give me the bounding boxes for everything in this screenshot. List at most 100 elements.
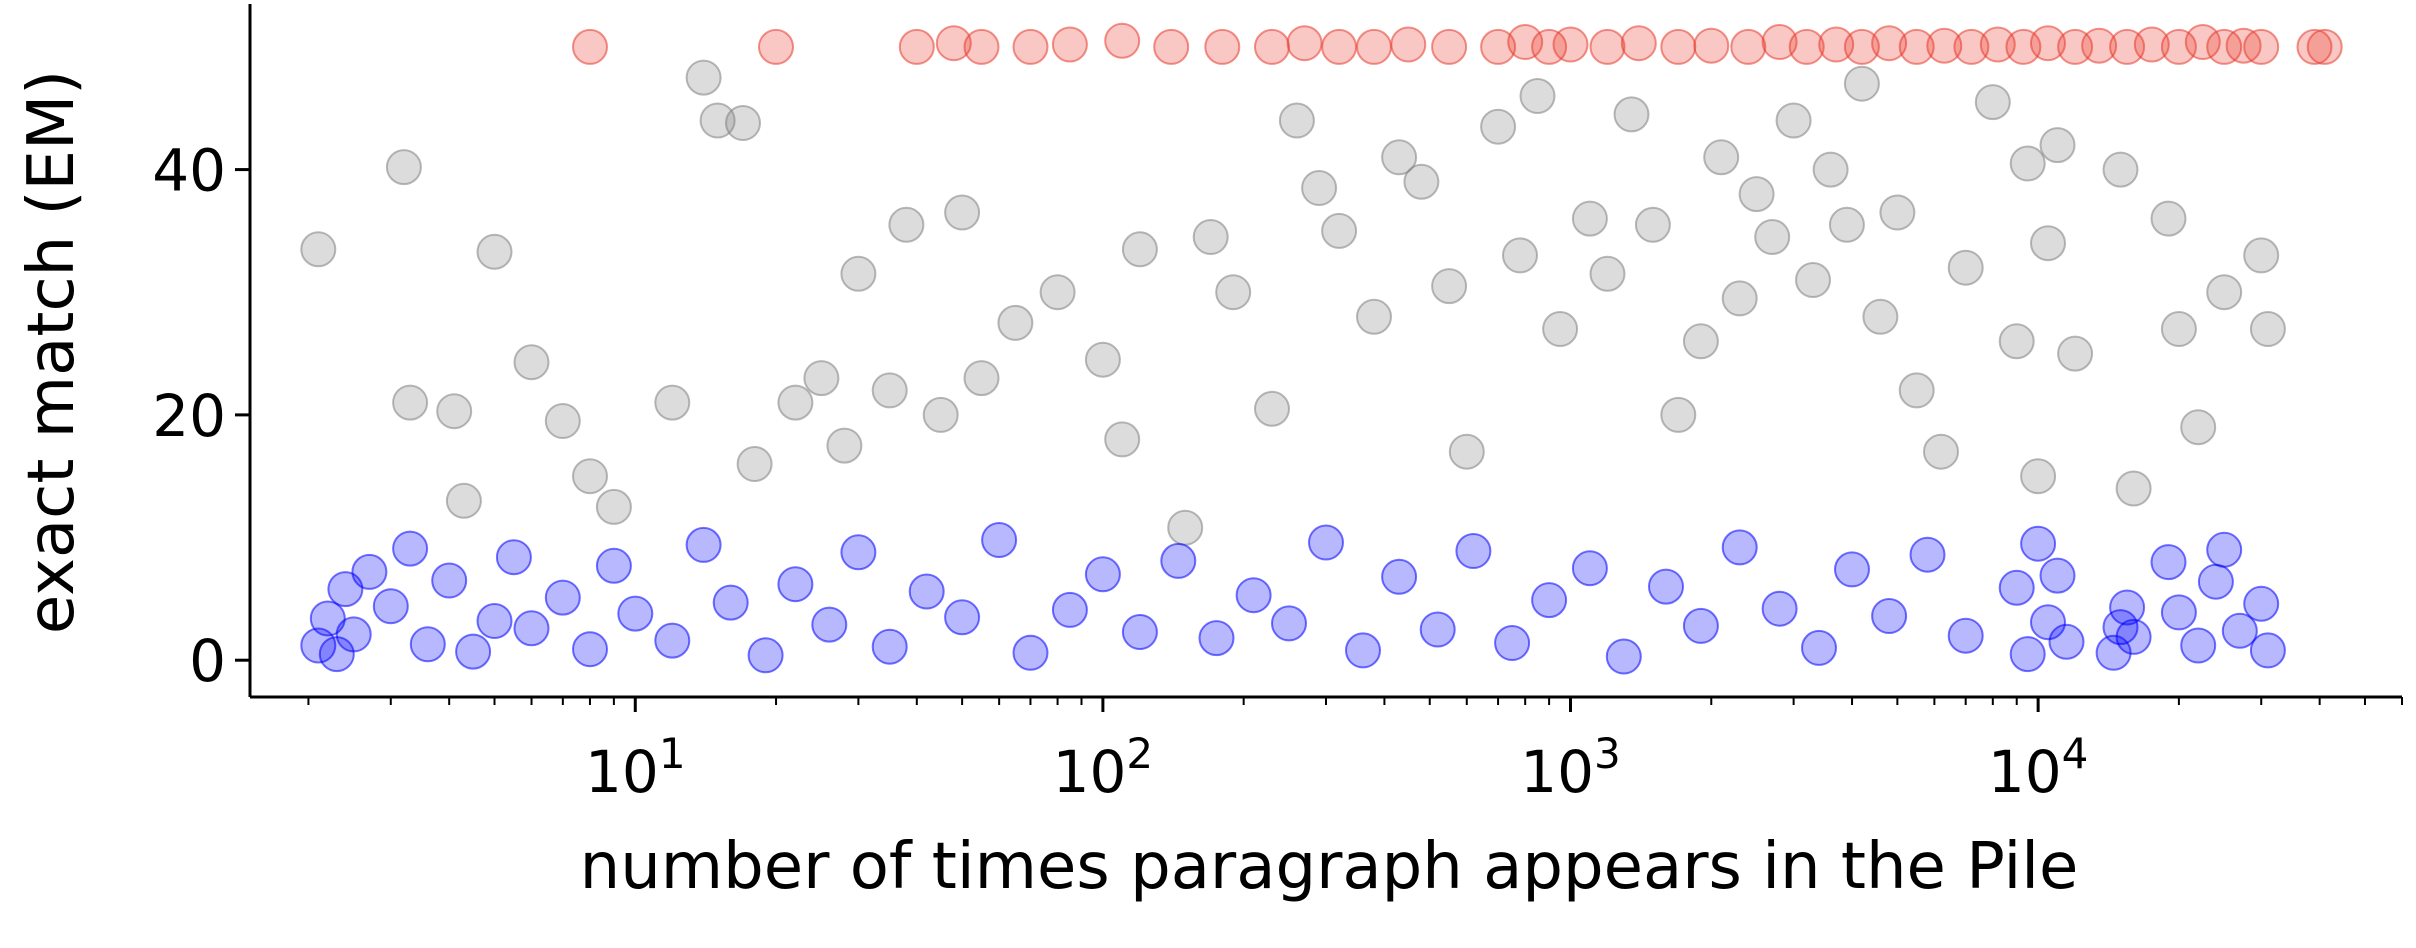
y-axis-title: exact match (EM) (15, 70, 89, 634)
low-em-marker (1198, 620, 1235, 657)
low-em-marker (908, 573, 945, 610)
high-em-marker (1204, 28, 1241, 65)
mid-em-marker (1519, 78, 1556, 114)
mid-em-marker (1660, 396, 1697, 433)
low-em-marker (2206, 531, 2243, 568)
low-em-marker (1271, 605, 1307, 642)
high-em-marker (1390, 26, 1427, 63)
low-em-marker (747, 637, 784, 674)
mid-em-marker (803, 360, 840, 397)
high-em-marker (1898, 28, 1935, 65)
mid-em-marker (1121, 231, 1158, 268)
mid-em-marker (572, 458, 608, 495)
high-em-marker (1926, 27, 1963, 64)
mid-em-marker (1812, 151, 1849, 188)
low-em-marker (685, 526, 722, 563)
low-em-marker (871, 628, 908, 665)
high-em-marker (1871, 25, 1908, 62)
mid-em-marker (1321, 212, 1358, 249)
high-em-marker (1660, 28, 1697, 65)
high-em-marker (935, 25, 972, 62)
mid-em-marker (1828, 206, 1865, 243)
mid-em-marker (888, 206, 925, 243)
high-em-marker (2030, 25, 2066, 62)
low-em-marker (2243, 585, 2280, 622)
mid-em-marker (544, 403, 581, 439)
mid-em-marker (1613, 96, 1650, 133)
low-em-marker (495, 539, 532, 576)
low-em-marker (1381, 558, 1418, 595)
mid-em-marker (2039, 127, 2076, 164)
mid-em-marker (2102, 151, 2139, 188)
low-em-markers (300, 522, 2286, 675)
high-em-marker (1730, 28, 1767, 65)
low-em-marker (840, 534, 877, 571)
mid-em-marker (1634, 206, 1671, 243)
low-em-marker (1871, 598, 1908, 634)
mid-em-marker (513, 344, 550, 381)
mid-em-marker (1703, 139, 1740, 176)
low-em-marker (1235, 577, 1272, 614)
mid-em-marker (1862, 298, 1899, 335)
high-em-marker (1480, 28, 1517, 65)
low-em-marker (654, 622, 691, 659)
x-tick-label: 101 (585, 729, 686, 806)
mid-em-marker (1923, 433, 1959, 470)
high-em-marker (2081, 27, 2118, 64)
low-em-marker (1051, 591, 1088, 628)
high-em-markers (572, 22, 2343, 65)
mid-em-marker (871, 372, 908, 409)
high-em-marker (1431, 28, 1468, 65)
low-em-marker (2150, 544, 2187, 581)
high-em-marker (2206, 28, 2243, 65)
mid-em-marker (922, 396, 959, 433)
mid-em-marker (1356, 298, 1392, 335)
high-em-marker (1051, 26, 1088, 63)
high-em-marker (1153, 28, 1190, 65)
mid-em-marker (1721, 280, 1758, 317)
mid-em-marker (2030, 225, 2066, 262)
low-em-marker (476, 603, 513, 639)
low-em-marker (455, 633, 492, 670)
mid-em-marker (1542, 311, 1579, 347)
mid-em-marker (1039, 274, 1076, 311)
high-em-marker (2184, 24, 2221, 60)
mid-em-marker (1998, 323, 2035, 360)
mid-em-marker (1738, 176, 1775, 213)
low-em-marker (2221, 612, 2258, 649)
low-em-marker (1571, 550, 1608, 587)
mid-em-marker (2160, 311, 2197, 347)
low-em-marker (1801, 629, 1837, 666)
mid-em-marker (385, 149, 422, 186)
mid-em-marker (1879, 194, 1916, 231)
mid-em-marker (2243, 237, 2280, 274)
low-em-marker (572, 631, 608, 668)
low-em-marker (981, 522, 1018, 558)
low-em-marker (1682, 607, 1719, 644)
mid-em-marker (1571, 200, 1608, 237)
high-em-marker (572, 28, 608, 65)
mid-em-markers (300, 59, 2286, 546)
low-em-marker (300, 627, 337, 664)
x-tick-label: 104 (1988, 729, 2089, 806)
low-em-marker (1012, 634, 1049, 671)
mid-em-marker (826, 427, 863, 464)
low-em-marker (1761, 590, 1798, 627)
x-major-ticks: 101 102 103 104 (585, 697, 2088, 806)
low-em-marker (944, 599, 981, 636)
mid-em-marker (997, 304, 1034, 341)
y-tick-label: 40 (152, 137, 226, 205)
high-em-marker (1552, 26, 1589, 63)
low-em-marker (617, 595, 654, 632)
mid-em-marker (1104, 421, 1141, 458)
mid-em-marker (1254, 390, 1290, 427)
mid-em-marker (2009, 145, 2046, 182)
low-em-marker (2009, 636, 2046, 673)
x-tick-label: 102 (1053, 729, 1154, 806)
mid-em-marker (1775, 102, 1812, 139)
low-em-marker (372, 588, 409, 625)
high-em-marker (963, 28, 1000, 65)
x-axis-title: number of times paragraph appears in the… (580, 830, 2079, 904)
low-em-marker (1648, 568, 1684, 605)
